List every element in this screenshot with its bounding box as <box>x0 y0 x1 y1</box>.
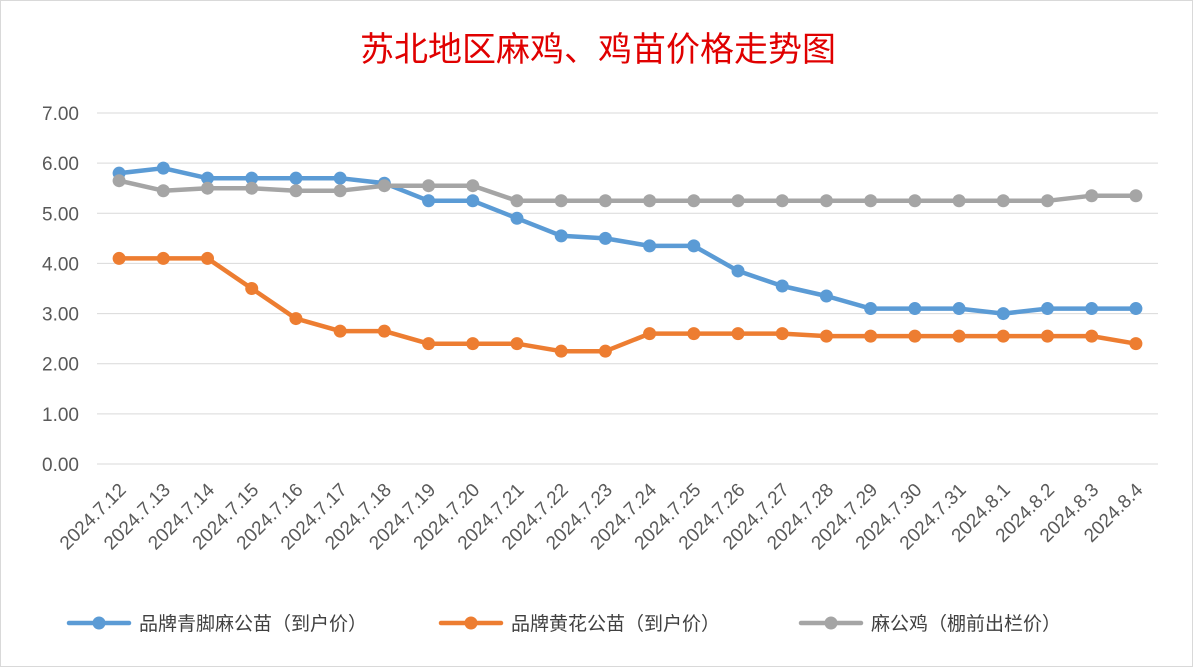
data-point <box>245 282 259 295</box>
legend-label: 品牌黄花公苗（到户价） <box>511 613 720 635</box>
data-point <box>775 327 789 341</box>
y-tick-label: 3.00 <box>42 305 79 326</box>
data-point <box>289 171 303 185</box>
y-tick-label: 5.00 <box>42 204 79 225</box>
data-point <box>1085 189 1099 203</box>
data-point <box>201 171 215 185</box>
data-point <box>377 179 391 193</box>
data-point <box>864 302 878 316</box>
data-point <box>1040 329 1054 343</box>
data-point <box>864 194 878 208</box>
data-point <box>775 279 789 293</box>
y-axis-ticks: 0.00 1.00 2.00 3.00 4.00 5.00 6.00 7.00 <box>42 104 79 476</box>
data-point <box>201 251 215 265</box>
data-point <box>510 337 524 351</box>
data-point <box>466 179 480 193</box>
data-point <box>201 181 215 195</box>
data-point <box>864 329 878 343</box>
data-point <box>156 161 170 175</box>
data-point <box>996 307 1010 321</box>
data-point <box>952 329 966 343</box>
y-tick-label: 2.00 <box>42 355 79 376</box>
data-point <box>996 194 1010 208</box>
data-point <box>333 184 347 198</box>
data-point <box>908 329 922 343</box>
data-point <box>245 181 259 195</box>
data-point <box>333 171 347 185</box>
series-layer <box>112 161 1143 358</box>
data-point <box>819 289 833 303</box>
data-point <box>510 211 524 225</box>
data-point <box>1085 302 1099 316</box>
data-point <box>156 184 170 198</box>
data-point <box>1085 329 1099 343</box>
data-point <box>775 194 789 208</box>
data-point <box>819 329 833 343</box>
data-point <box>598 194 612 208</box>
data-point <box>422 337 436 351</box>
data-point <box>289 184 303 198</box>
legend-swatch-marker <box>824 616 838 630</box>
data-point <box>952 194 966 208</box>
data-point <box>1129 302 1143 316</box>
data-point <box>687 239 701 253</box>
x-axis-ticks: 2024.7.122024.7.132024.7.142024.7.152024… <box>56 479 1148 554</box>
data-point <box>908 194 922 208</box>
data-point <box>687 194 701 208</box>
series-3 <box>112 174 1143 208</box>
data-point <box>466 337 480 351</box>
y-tick-label: 7.00 <box>42 104 79 125</box>
y-tick-label: 4.00 <box>42 254 79 275</box>
data-point <box>245 171 259 185</box>
data-point <box>554 229 568 243</box>
legend-label: 品牌青脚麻公苗（到户价） <box>139 613 367 635</box>
series-2 <box>112 251 1143 358</box>
data-point <box>598 231 612 245</box>
data-point <box>952 302 966 316</box>
data-point <box>731 264 745 278</box>
data-point <box>643 327 657 341</box>
data-point <box>422 179 436 193</box>
series-line <box>116 178 1139 204</box>
data-point <box>466 194 480 208</box>
gridlines <box>97 112 1158 465</box>
data-point <box>510 194 524 208</box>
data-point <box>996 329 1010 343</box>
data-point <box>333 324 347 338</box>
data-point <box>908 302 922 316</box>
data-point <box>1040 194 1054 208</box>
data-point <box>289 312 303 326</box>
data-point <box>112 174 126 188</box>
data-point <box>156 251 170 265</box>
legend-label: 麻公鸡（棚前出栏价） <box>871 613 1061 635</box>
y-tick-label: 0.00 <box>42 455 79 476</box>
data-point <box>731 327 745 341</box>
data-point <box>422 194 436 208</box>
data-point <box>643 194 657 208</box>
data-point <box>112 251 126 265</box>
data-point <box>643 239 657 253</box>
data-point <box>731 194 745 208</box>
series-1 <box>112 161 1143 321</box>
legend-swatch-marker <box>92 616 106 630</box>
data-point <box>1129 337 1143 351</box>
data-point <box>554 194 568 208</box>
legend-swatch-marker <box>464 616 478 630</box>
chart-title: 苏北地区麻鸡、鸡苗价格走势图 <box>360 30 836 70</box>
series-line <box>116 256 1139 354</box>
y-tick-label: 6.00 <box>42 154 79 175</box>
data-point <box>1129 189 1143 203</box>
y-tick-label: 1.00 <box>42 405 79 426</box>
data-point <box>598 344 612 358</box>
data-point <box>377 324 391 338</box>
legend: 品牌青脚麻公苗（到户价） 品牌黄花公苗（到户价） 麻公鸡（棚前出栏价） <box>66 613 1061 635</box>
data-point <box>687 327 701 341</box>
data-point <box>819 194 833 208</box>
series-line <box>116 165 1139 316</box>
data-point <box>1040 302 1054 316</box>
data-point <box>554 344 568 358</box>
